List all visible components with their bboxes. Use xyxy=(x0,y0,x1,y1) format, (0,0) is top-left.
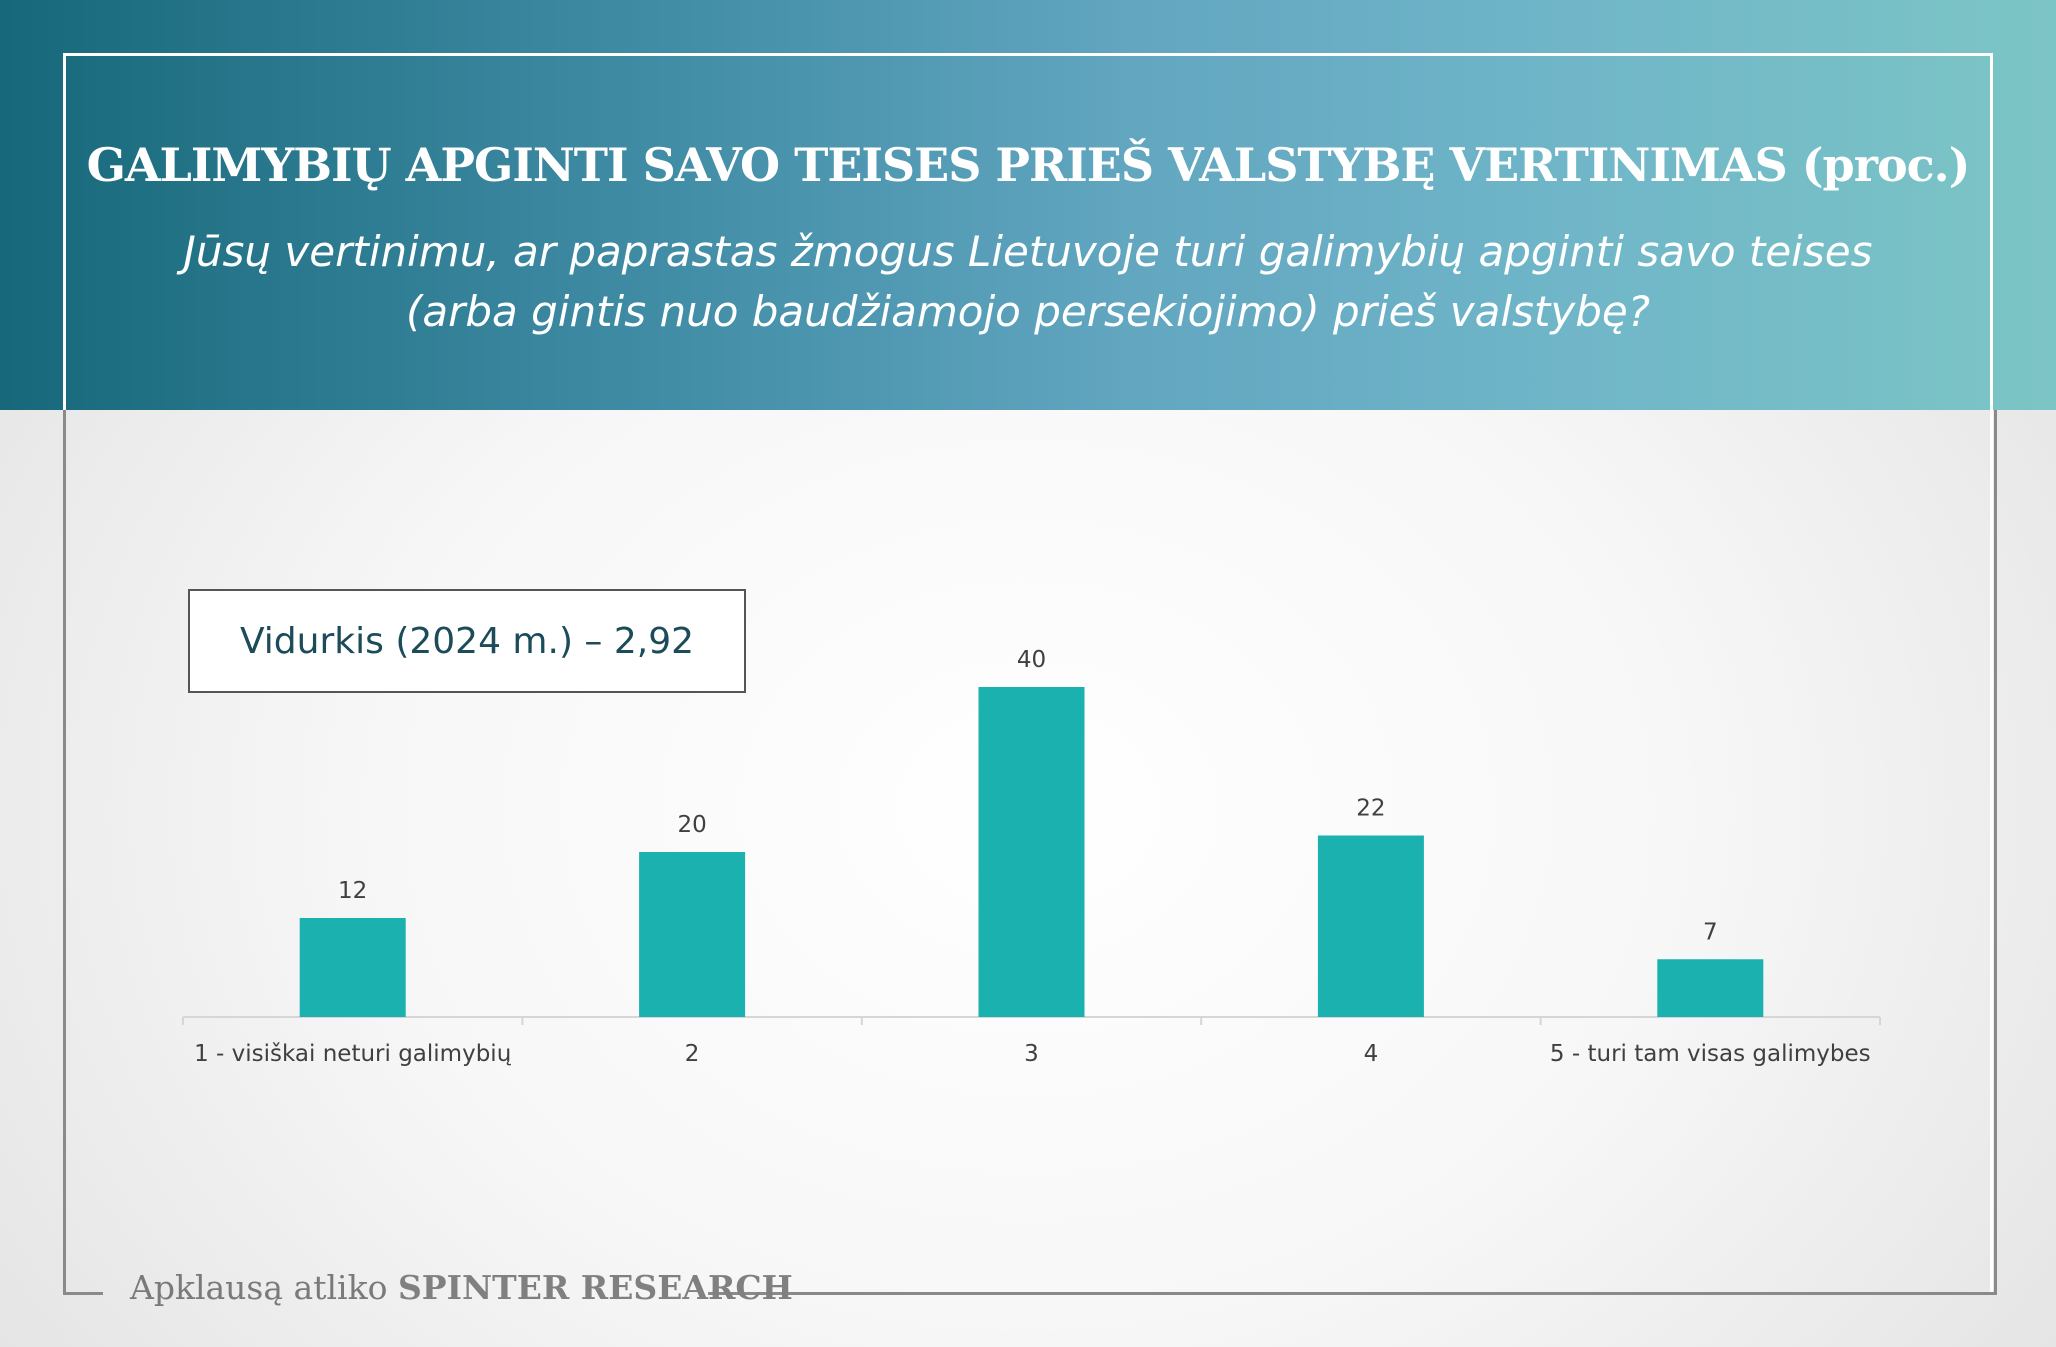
footer-credit: Apklausą atliko SPINTER RESEARCH xyxy=(130,1268,793,1307)
data-label: 7 xyxy=(1703,919,1718,945)
frame-bottom-right xyxy=(708,1292,1997,1295)
bar xyxy=(639,852,746,1017)
footer-brand: SPINTER RESEARCH xyxy=(397,1268,793,1307)
bar xyxy=(299,918,406,1017)
frame-bottom-left xyxy=(63,1292,103,1295)
data-label: 40 xyxy=(1017,647,1046,673)
data-label: 20 xyxy=(677,812,706,838)
category-label: 1 - visiškai neturi galimybių xyxy=(194,1041,512,1067)
subtitle-line-2: (arba gintis nuo baudžiamojo persekiojim… xyxy=(406,287,1650,336)
data-label: 22 xyxy=(1356,796,1385,822)
chart-subtitle: Jūsų vertinimu, ar paprastas žmogus Liet… xyxy=(0,222,2056,342)
bar xyxy=(978,687,1085,1017)
bar xyxy=(1317,835,1424,1017)
category-label: 4 xyxy=(1364,1041,1379,1067)
header-band xyxy=(0,0,2056,410)
subtitle-line-1: Jūsų vertinimu, ar paprastas žmogus Liet… xyxy=(183,227,1873,276)
footer-prefix: Apklausą atliko xyxy=(130,1268,398,1307)
average-label: Vidurkis (2024 m.) – 2,92 xyxy=(239,620,695,662)
chart-title: GALIMYBIŲ APGINTI SAVO TEISES PRIEŠ VALS… xyxy=(86,138,1971,192)
category-label: 5 - turi tam visas galimybes xyxy=(1550,1041,1871,1067)
bar xyxy=(1657,959,1764,1017)
average-box: Vidurkis (2024 m.) – 2,92 xyxy=(188,589,746,693)
data-label: 12 xyxy=(338,878,367,904)
frame-sides xyxy=(63,410,1997,1295)
category-label: 3 xyxy=(1024,1041,1039,1067)
category-label: 2 xyxy=(685,1041,700,1067)
